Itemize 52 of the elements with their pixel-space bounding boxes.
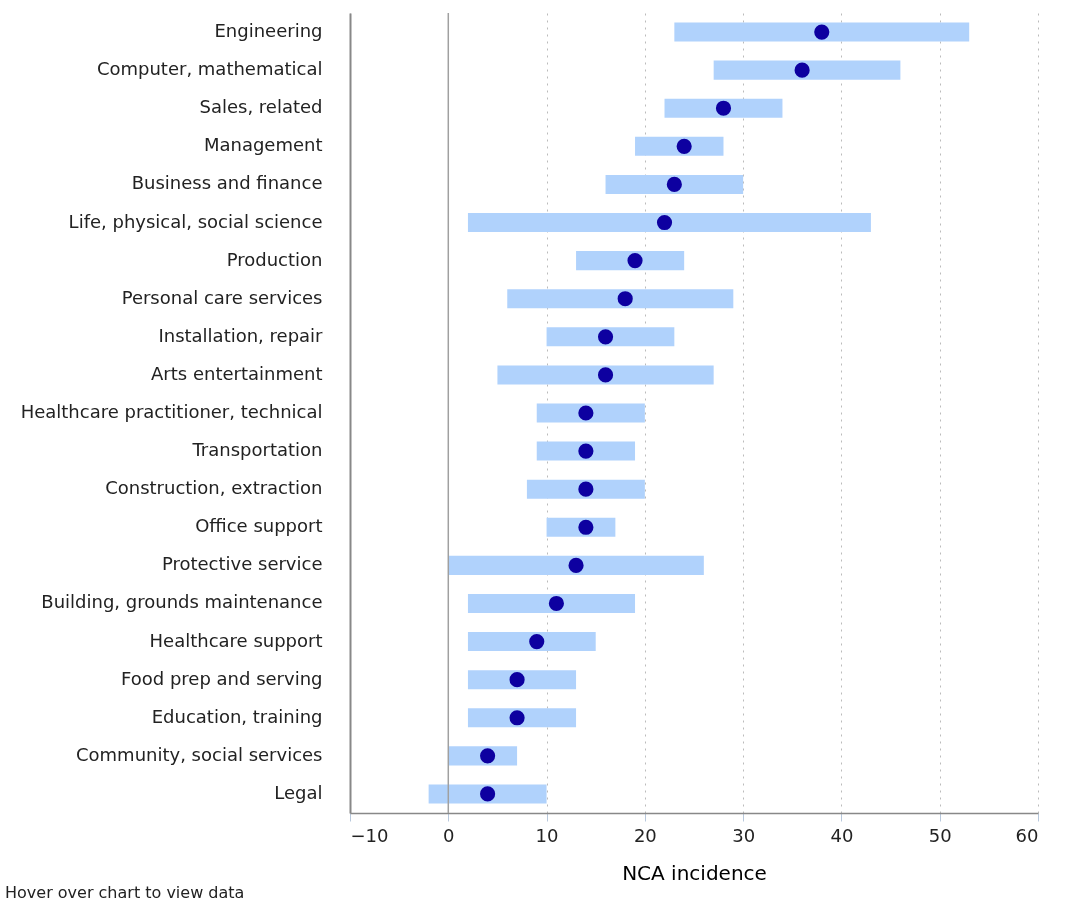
point	[617, 291, 633, 307]
y-tick-label: Business and finance	[131, 172, 323, 194]
point	[666, 176, 682, 192]
x-tick-label: 0	[443, 824, 455, 846]
point	[715, 100, 732, 116]
point	[529, 634, 545, 650]
x-tick-label: 60	[1015, 824, 1039, 846]
point	[578, 481, 594, 497]
point	[627, 253, 643, 269]
point	[578, 519, 594, 535]
y-tick-label: Sales, related	[199, 96, 323, 118]
point	[794, 62, 810, 78]
y-tick-label: Food prep and serving	[121, 667, 323, 689]
point	[480, 786, 496, 802]
y-tick-label: Arts entertainment	[151, 362, 323, 384]
y-tick-label: Production	[226, 248, 323, 270]
point	[509, 710, 525, 726]
text: Hover over chart to view data	[5, 883, 245, 902]
y-tick-label: Education, training	[151, 705, 323, 727]
y-tick-label: Protective service	[161, 553, 323, 575]
y-tick-label: Community, social services	[75, 743, 323, 765]
point	[597, 329, 614, 345]
y-tick-label: Computer, mathematical	[96, 58, 323, 80]
y-tick-label: Building, grounds maintenance	[41, 591, 323, 613]
x-axis-title: NCA incidence	[622, 860, 767, 885]
point	[597, 367, 614, 383]
y-tick-label: Engineering	[214, 20, 323, 42]
point	[509, 672, 525, 688]
point	[656, 214, 673, 231]
x-tick-label: 40	[830, 824, 854, 846]
x-tick-label: 20	[633, 824, 657, 846]
y-tick-label: Life, physical, social science	[68, 210, 323, 232]
point	[578, 443, 594, 459]
x-tick-label: −10	[350, 824, 389, 846]
y-tick-label: Installation, repair	[158, 324, 324, 346]
x-tick-label: 30	[732, 824, 756, 846]
x-tick-label: 10	[535, 824, 559, 846]
y-tick-label: Office support	[195, 515, 323, 537]
x-tick-label: 50	[928, 824, 952, 846]
y-tick-label: Healthcare practitioner, technical	[20, 401, 323, 422]
y-tick-label: Legal	[274, 781, 323, 803]
y-tick-label: Management	[203, 134, 323, 156]
y-tick-label: Construction, extraction	[105, 477, 323, 499]
point	[548, 595, 564, 612]
y-tick-label: Transportation	[191, 439, 323, 461]
point	[814, 24, 830, 40]
point	[480, 748, 496, 764]
point	[676, 138, 692, 154]
y-tick-label: Personal care services	[121, 286, 323, 308]
point	[578, 405, 594, 421]
y-tick-label: Healthcare support	[149, 629, 323, 651]
point	[568, 557, 584, 573]
